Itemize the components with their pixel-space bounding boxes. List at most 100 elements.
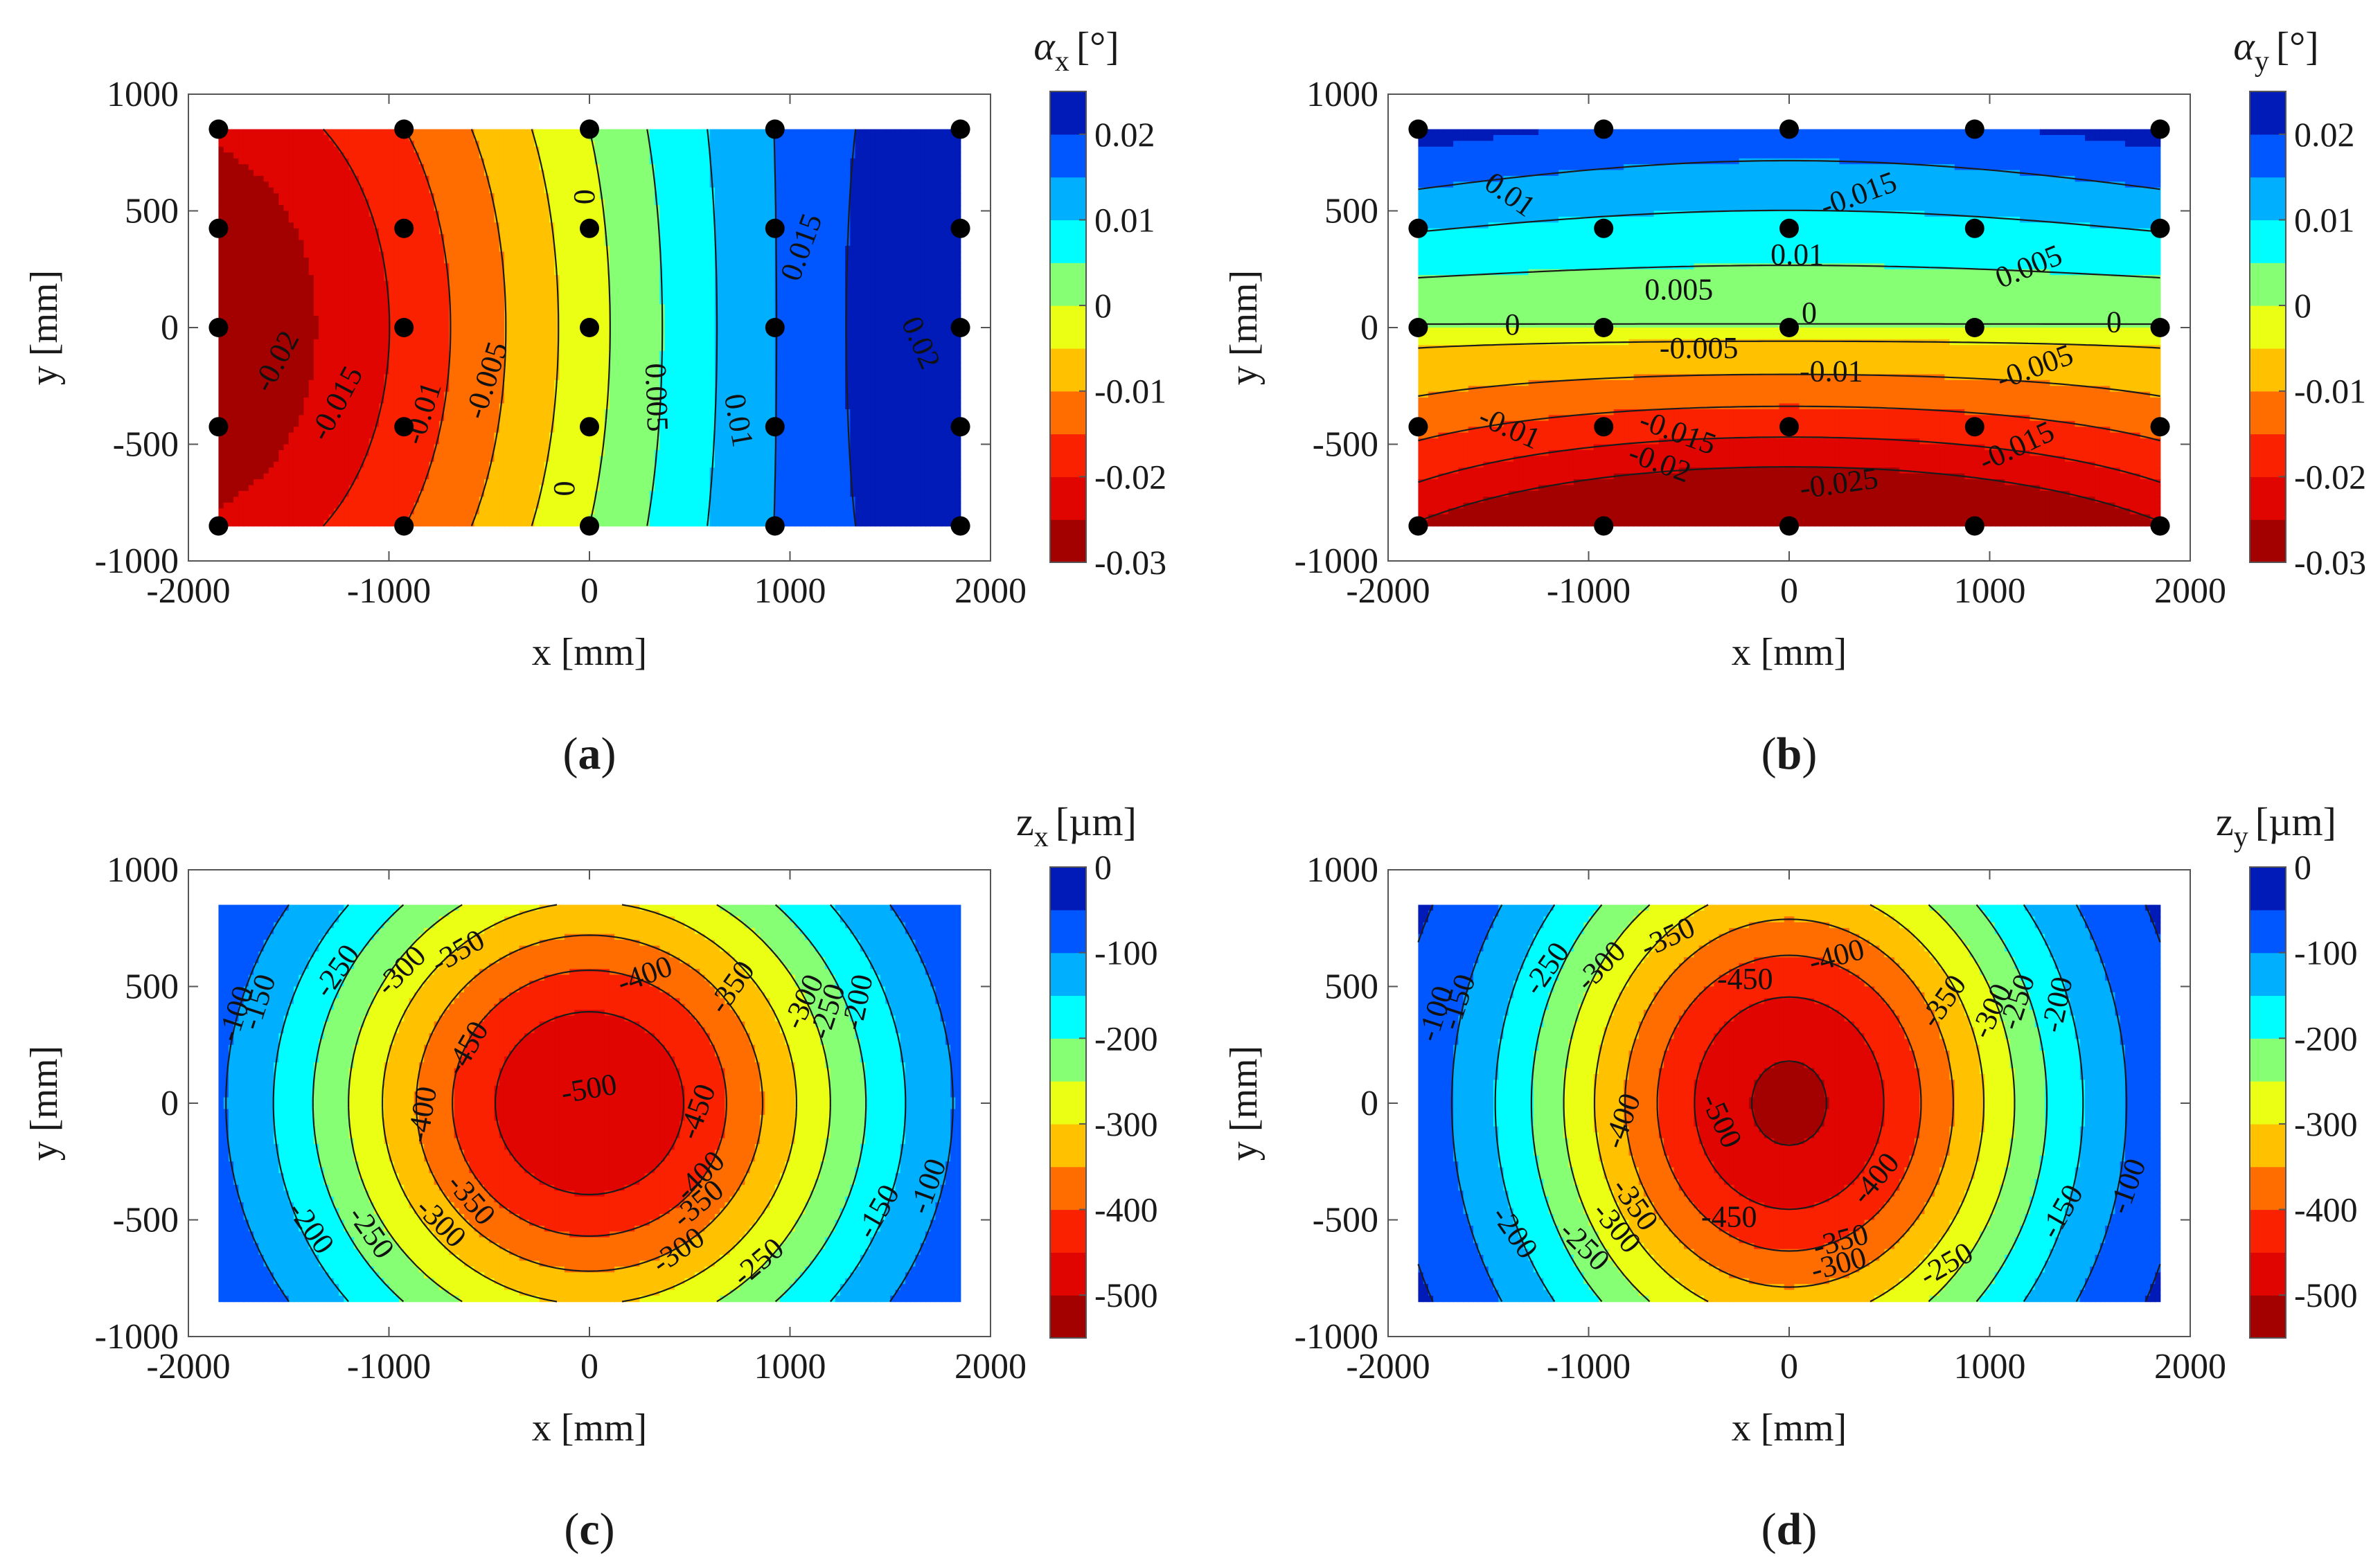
contour-cell — [283, 304, 290, 311]
contour-cell — [248, 275, 254, 282]
contour-cell — [414, 292, 420, 299]
contour-cell — [344, 240, 350, 247]
contour-cell — [494, 199, 500, 206]
contour-cell — [845, 211, 851, 217]
contour-cell — [749, 134, 756, 142]
contour-cell — [393, 298, 400, 305]
contour-cell — [694, 216, 701, 224]
contour-cell — [418, 187, 425, 195]
contour-cell — [629, 175, 635, 183]
contour-cell — [725, 152, 731, 159]
contour-cell — [714, 181, 720, 188]
contour-cell — [774, 251, 781, 258]
contour-cell — [900, 187, 906, 195]
contour-cell — [840, 134, 846, 142]
contour-cell — [254, 164, 260, 171]
contour-cell — [393, 158, 400, 165]
contour-cell — [288, 316, 294, 323]
contour-cell — [524, 298, 530, 305]
contour-cell — [609, 316, 615, 323]
contour-cell — [424, 251, 430, 258]
contour-cell — [714, 129, 720, 136]
contour-cell — [268, 199, 274, 206]
contour-cell — [283, 251, 290, 258]
contour-cell — [865, 304, 871, 311]
contour-cell — [810, 199, 816, 206]
contour-cell — [845, 199, 851, 206]
contour-cell — [609, 321, 615, 328]
contour-cell — [489, 298, 495, 305]
contour-cell — [228, 193, 234, 200]
contour-cell — [238, 275, 245, 282]
contour-cell — [700, 275, 706, 282]
contour-cell — [223, 170, 229, 177]
contour-cell — [233, 228, 240, 235]
contour-cell — [594, 158, 601, 165]
contour-cell — [785, 205, 791, 212]
contour-cell — [283, 205, 290, 212]
contour-cell — [379, 263, 385, 270]
contour-cell — [348, 175, 355, 183]
contour-cell — [915, 280, 921, 287]
contour-cell — [734, 280, 740, 287]
contour-cell — [675, 304, 681, 311]
contour-cell — [228, 187, 234, 195]
contour-cell — [474, 316, 480, 323]
contour-cell — [308, 141, 314, 148]
contour-cell — [830, 251, 836, 258]
contour-cell — [875, 175, 881, 183]
contour-cell — [765, 164, 771, 171]
contour-cell — [424, 280, 430, 287]
contour-cell — [479, 193, 485, 200]
contour-cell — [308, 280, 314, 287]
contour-cell — [720, 257, 726, 265]
contour-cell — [604, 205, 610, 212]
contour-cell — [283, 287, 290, 294]
contour-cell — [659, 222, 666, 229]
contour-cell — [283, 269, 290, 276]
contour-cell — [474, 321, 480, 328]
contour-cell — [544, 316, 550, 323]
contour-cell — [790, 146, 796, 154]
contour-cell — [629, 240, 635, 247]
contour-cell — [609, 280, 615, 287]
contour-cell — [720, 240, 726, 247]
contour-cell — [359, 152, 365, 159]
contour-cell — [479, 152, 485, 159]
contour-cell — [499, 193, 505, 200]
contour-cell — [268, 187, 274, 195]
contour-cell — [714, 251, 720, 258]
contour-cell — [745, 269, 751, 276]
contour-cell — [519, 146, 525, 154]
contour-cell — [639, 246, 646, 253]
contour-cell — [790, 181, 796, 188]
contour-cell — [895, 216, 901, 224]
contour-cell — [404, 187, 410, 195]
contour-cell — [519, 158, 525, 165]
contour-cell — [333, 246, 339, 253]
contour-cell — [760, 141, 766, 148]
contour-cell — [920, 263, 926, 270]
contour-cell — [825, 304, 831, 311]
contour-cell — [740, 228, 746, 235]
contour-cell — [920, 240, 926, 247]
contour-cell — [288, 216, 294, 224]
contour-cell — [805, 170, 811, 177]
contour-cell — [680, 228, 686, 235]
contour-cell — [910, 280, 916, 287]
contour-cell — [865, 275, 871, 282]
contour-cell — [424, 129, 430, 136]
contour-cell — [614, 240, 621, 247]
contour-cell — [434, 263, 440, 270]
contour-cell — [504, 216, 510, 224]
contour-cell — [278, 141, 285, 148]
contour-cell — [228, 298, 234, 305]
contour-cell — [409, 246, 415, 253]
contour-cell — [534, 129, 540, 136]
contour-cell — [955, 292, 961, 299]
contour-cell — [749, 158, 756, 165]
contour-cell — [725, 141, 731, 148]
contour-cell — [464, 170, 470, 177]
contour-cell — [393, 234, 400, 241]
contour-cell — [845, 187, 851, 195]
